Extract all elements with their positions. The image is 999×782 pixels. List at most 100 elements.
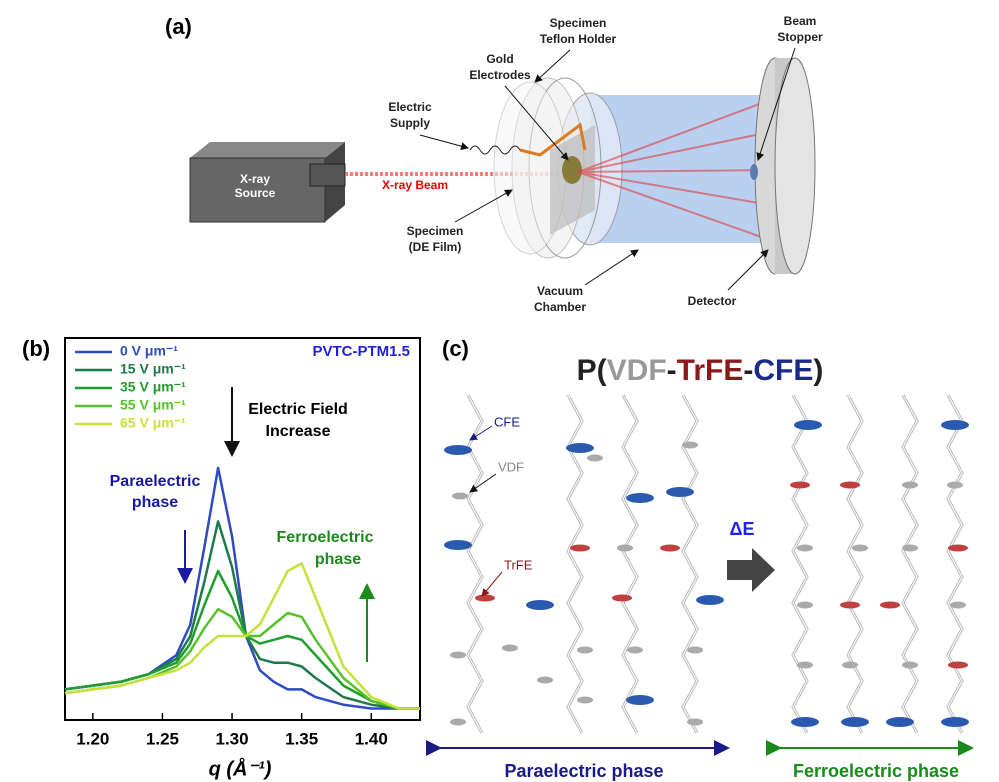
- source-top: [190, 142, 345, 158]
- panel-b: (b) q (Å⁻¹) PVTC-PTM1.5 Electric Field I…: [22, 336, 421, 780]
- title-part: ): [813, 354, 823, 387]
- plot-frame: [64, 337, 421, 721]
- xray-source: [189, 157, 326, 223]
- label: Detector: [688, 294, 737, 308]
- monomer: [660, 544, 680, 552]
- label: TrFE: [504, 557, 533, 572]
- monomer: [475, 594, 495, 602]
- monomer: [682, 441, 698, 449]
- label: Teflon Holder: [540, 32, 617, 46]
- molecules: [444, 394, 969, 734]
- phase-label: Paraelectric phase: [504, 761, 663, 781]
- monomer: [948, 661, 968, 669]
- monomer: [790, 481, 810, 489]
- label: Specimen: [407, 224, 464, 238]
- monomer: [841, 717, 869, 727]
- chain: [847, 394, 863, 734]
- x-tick-label: 1.20: [76, 729, 109, 748]
- scatter-rays: [577, 99, 771, 241]
- panel-a: (a) X-ray Source X-ray Beam Electric Sup…: [165, 14, 823, 314]
- monomer: [842, 661, 858, 669]
- chain: [682, 394, 698, 734]
- monomer: [941, 420, 969, 430]
- label: Stopper: [777, 30, 823, 44]
- chain: [947, 394, 963, 734]
- wire: [519, 122, 587, 157]
- x-tick-label: 1.35: [285, 729, 318, 748]
- annotation: Paraelectric: [110, 473, 201, 490]
- title-part: TrFE: [677, 354, 744, 387]
- title-part: CFE: [753, 354, 813, 387]
- annotation: Electric Field: [248, 401, 348, 418]
- polymer-title: P(VDF-TrFE-CFE): [577, 354, 824, 387]
- pointer: [469, 473, 497, 493]
- monomer: [570, 544, 590, 552]
- monomer: [587, 454, 603, 462]
- delta-e: ΔE: [730, 519, 755, 539]
- title-part: P(: [577, 354, 607, 387]
- label: Supply: [390, 116, 430, 130]
- legend-label: 55 V μm⁻¹: [120, 397, 186, 413]
- monomer: [840, 601, 860, 609]
- label: CFE: [494, 414, 520, 429]
- monomer: [612, 594, 632, 602]
- x-tick-label: 1.30: [216, 729, 249, 748]
- monomer: [902, 481, 918, 489]
- monomer: [696, 595, 724, 605]
- transition-arrow: [727, 548, 775, 592]
- panel-label: (c): [442, 336, 469, 361]
- pointer: [469, 425, 493, 441]
- label: Beam: [784, 14, 817, 28]
- chain: [902, 394, 918, 734]
- pointer: [504, 85, 569, 161]
- label: Electric: [388, 100, 432, 114]
- label: VDF: [498, 459, 524, 474]
- annotation: Increase: [266, 423, 331, 440]
- monomer: [902, 661, 918, 669]
- monomer: [880, 601, 900, 609]
- x-axis-title: q (Å⁻¹): [209, 756, 272, 780]
- monomer: [950, 601, 966, 609]
- chain: [792, 394, 808, 734]
- monomer: [626, 695, 654, 705]
- monomer: [444, 540, 472, 550]
- panel-c: (c) P(VDF-TrFE-CFE) CFE VDF TrFE ΔE Para…: [426, 336, 974, 781]
- supply-wire: [469, 145, 521, 155]
- monomer: [452, 492, 468, 500]
- monomer: [566, 443, 594, 453]
- monomer: [450, 651, 466, 659]
- monomer: [617, 544, 633, 552]
- monomer: [577, 646, 593, 654]
- pointer: [584, 249, 639, 286]
- legend-label: 0 V μm⁻¹: [120, 343, 178, 359]
- monomer: [902, 544, 918, 552]
- legend-label: 65 V μm⁻¹: [120, 415, 186, 431]
- series-line: [64, 562, 420, 710]
- label: Specimen: [550, 16, 607, 30]
- monomer: [444, 445, 472, 455]
- monomer: [526, 600, 554, 610]
- monomer: [577, 696, 593, 704]
- label: Gold: [486, 52, 513, 66]
- pointer: [534, 49, 571, 83]
- sample-label: PVTC-PTM1.5: [312, 343, 410, 360]
- label: X-ray Beam: [382, 178, 448, 192]
- x-tick-label: 1.25: [146, 729, 179, 748]
- monomer: [627, 646, 643, 654]
- title-part: VDF: [607, 354, 667, 387]
- annotation: phase: [315, 551, 361, 568]
- gold-electrode: [562, 156, 582, 184]
- monomer: [537, 676, 553, 684]
- monomer: [794, 420, 822, 430]
- title-part: -: [667, 354, 677, 387]
- label: Chamber: [534, 300, 586, 314]
- monomer: [791, 717, 819, 727]
- monomer: [687, 646, 703, 654]
- annotation: phase: [132, 494, 178, 511]
- panel-label: (b): [22, 336, 50, 361]
- monomer: [450, 718, 466, 726]
- monomer: [948, 544, 968, 552]
- monomer: [666, 487, 694, 497]
- monomer: [797, 601, 813, 609]
